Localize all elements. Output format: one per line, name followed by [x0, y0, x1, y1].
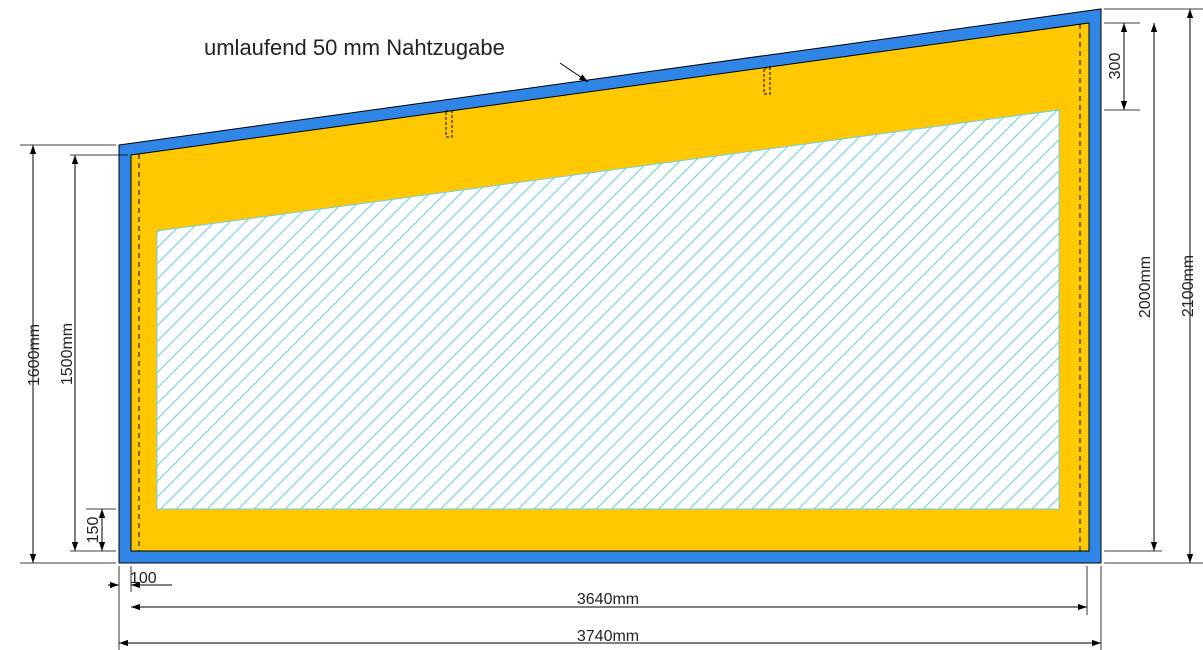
label-right-inner: 2000mm: [1137, 256, 1154, 318]
label-right-outer: 2100mm: [1180, 255, 1197, 317]
label-left-outer: 1600mm: [26, 324, 43, 386]
label-outer-width: 3740mm: [577, 628, 639, 645]
label-left-margin: 100: [130, 570, 157, 587]
seam-note-leader: [560, 63, 588, 82]
seam-note: umlaufend 50 mm Nahtzugabe: [204, 35, 505, 60]
label-inner-width: 3640mm: [577, 591, 639, 608]
label-left-inner: 1500mm: [59, 323, 76, 385]
label-bottom-margin: 150: [85, 517, 102, 544]
label-right-top-offset: 300: [1107, 53, 1124, 80]
